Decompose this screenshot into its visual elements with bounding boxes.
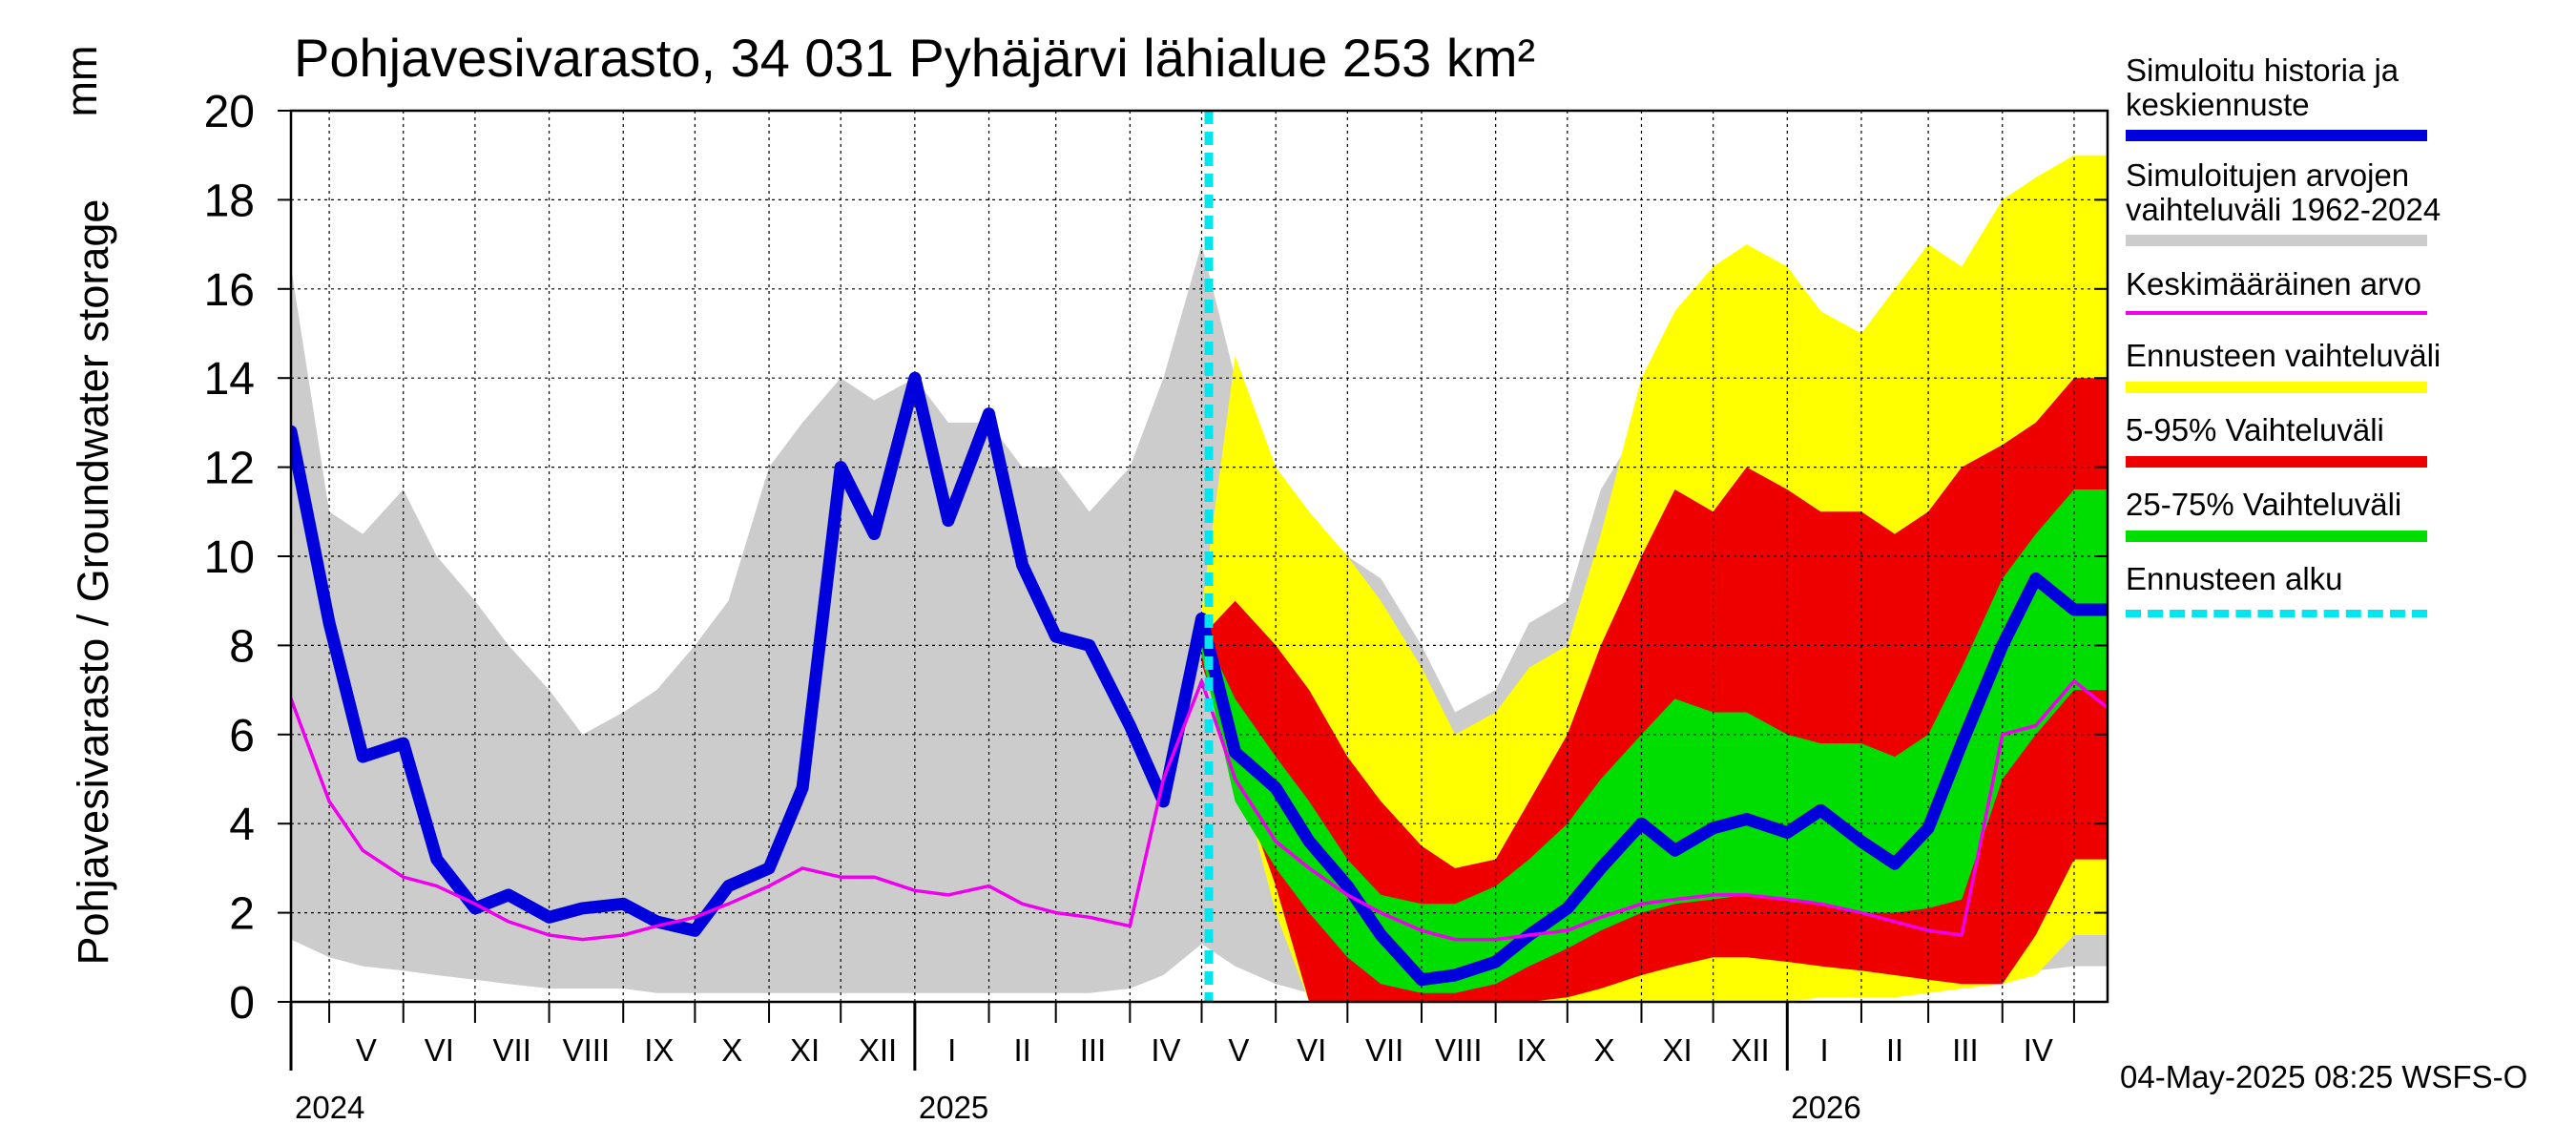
legend-item-mean: Keskimääräinen arvo [2126,266,2545,315]
legend-swatch-simulated [2126,130,2427,141]
legend-swatch-mean [2126,311,2427,315]
month-label-10: III [1080,1032,1107,1068]
year-label-2026: 2026 [1791,1090,1860,1125]
month-label-2: VII [493,1032,531,1068]
month-label-9: II [1013,1032,1030,1068]
month-label-12: V [1228,1032,1249,1068]
month-label-0: V [356,1032,377,1068]
y-axis-label: Pohjavesivarasto / Groundwater storage [69,198,117,966]
y-tick-label-8: 8 [229,621,255,672]
y-tick-label-6: 6 [229,711,255,761]
legend-swatch-25-75 [2126,531,2427,542]
y-tick-label-10: 10 [204,532,255,583]
month-label-19: XII [1731,1032,1769,1068]
legend-label-forecast-range: Ennusteen vaihteluväli [2126,338,2441,373]
month-label-3: VIII [563,1032,611,1068]
month-label-17: X [1594,1032,1615,1068]
y-tick-label-16: 16 [204,265,255,316]
legend-item-forecast-start: Ennusteen alku [2126,561,2545,617]
year-label-2024: 2024 [295,1090,364,1125]
legend-label-simulated: Simuloitu historia ja keskiennuste [2126,52,2399,122]
month-label-22: III [1952,1032,1979,1068]
month-label-20: I [1820,1032,1829,1068]
month-label-1: VI [425,1032,454,1068]
timestamp: 04-May-2025 08:25 WSFS-O [2120,1059,2528,1094]
month-label-18: XI [1662,1032,1692,1068]
legend-item-historic-range: Simuloitujen arvojen vaihteluväli 1962-2… [2126,157,2545,246]
legend-item-5-95: 5-95% Vaihteluväli [2126,412,2545,468]
legend-swatch-forecast-range [2126,382,2427,393]
month-label-5: X [721,1032,742,1068]
y-tick-label-18: 18 [204,176,255,226]
y-axis-unit: mm [57,45,106,117]
y-tick-label-2: 2 [229,889,255,940]
month-label-7: XII [859,1032,897,1068]
legend-swatch-5-95 [2126,456,2427,468]
legend-item-simulated: Simuloitu historia ja keskiennuste [2126,52,2545,141]
y-tick-label-0: 0 [229,978,255,1029]
y-tick-label-14: 14 [204,354,255,405]
month-label-16: IX [1517,1032,1547,1068]
legend-label-historic-range: Simuloitujen arvojen vaihteluväli 1962-2… [2126,157,2441,227]
legend-label-forecast-start: Ennusteen alku [2126,561,2343,596]
series-line-simuloitu-historia-ja-keskiennuste [291,371,2108,987]
legend-item-25-75: 25-75% Vaihteluväli [2126,487,2545,542]
y-tick-label-20: 20 [204,87,255,137]
legend-swatch-forecast-start [2126,610,2427,617]
month-label-4: IX [644,1032,674,1068]
legend-item-forecast-range: Ennusteen vaihteluväli [2126,338,2545,393]
y-tick-label-4: 4 [229,800,255,850]
month-label-21: II [1886,1032,1903,1068]
month-label-14: VII [1365,1032,1403,1068]
legend-label-5-95: 5-95% Vaihteluväli [2126,412,2384,448]
legend-label-mean: Keskimääräinen arvo [2126,266,2421,302]
month-label-11: IV [1151,1032,1180,1068]
year-label-2025: 2025 [919,1090,988,1125]
month-label-23: IV [2024,1032,2053,1068]
band-25-75-vaihteluv-li [1201,489,2108,993]
plot-frame [289,109,2109,1004]
chart-title: Pohjavesivarasto, 34 031 Pyhäjärvi lähia… [294,28,1536,88]
month-label-13: VI [1297,1032,1326,1068]
month-label-15: VIII [1435,1032,1483,1068]
series-line-keskim-r-inen-arvo [291,679,2108,942]
legend-label-25-75: 25-75% Vaihteluväli [2126,487,2402,522]
y-tick-label-12: 12 [204,444,255,494]
month-label-8: I [947,1032,956,1068]
legend-swatch-historic-range [2126,235,2427,246]
month-label-6: XI [790,1032,820,1068]
